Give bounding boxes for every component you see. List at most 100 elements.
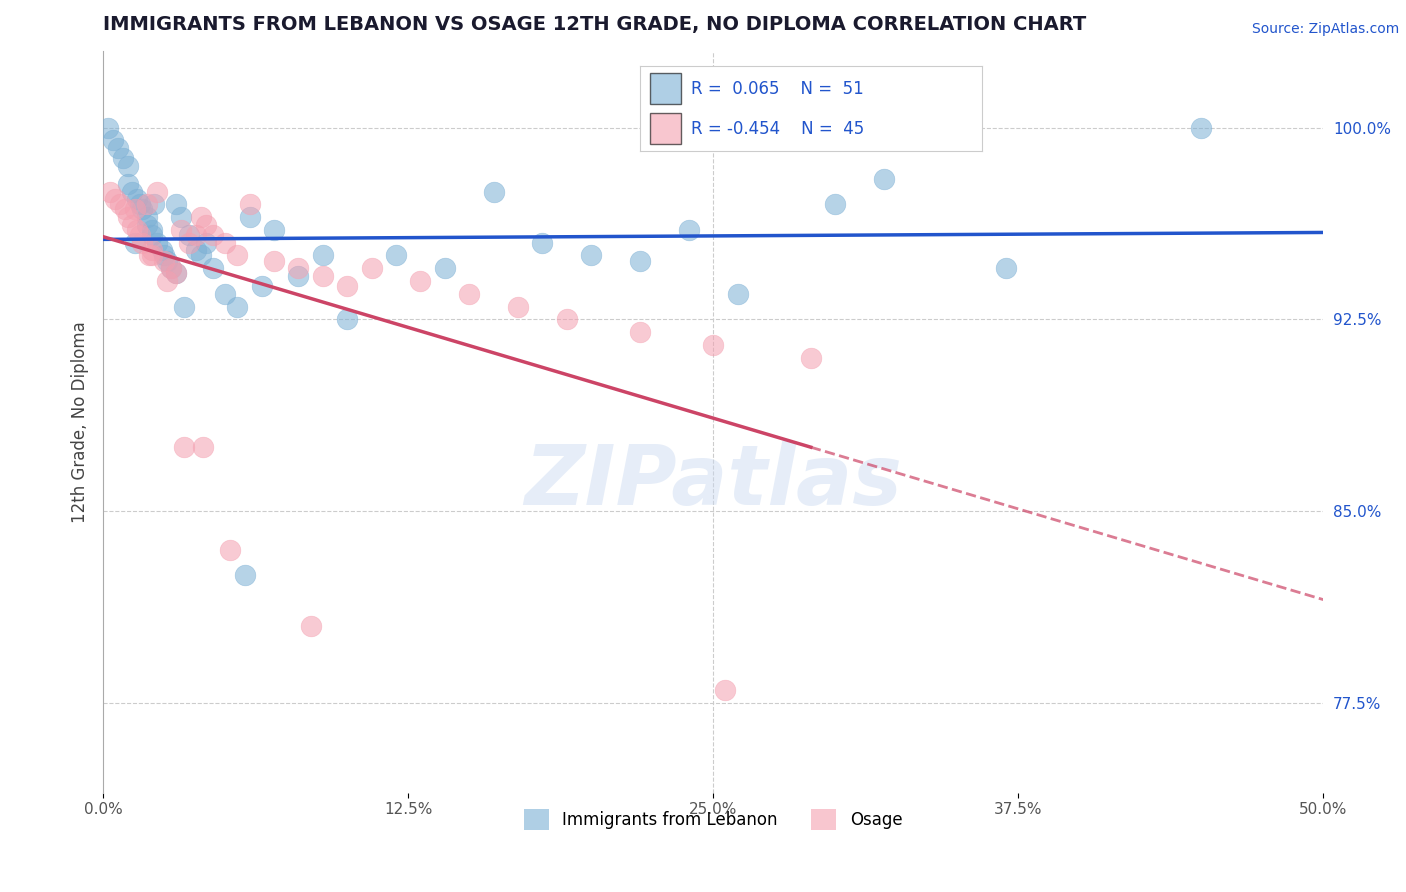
Point xyxy=(121,218,143,232)
Point xyxy=(238,197,260,211)
Point xyxy=(506,300,529,314)
Point xyxy=(124,235,146,250)
Point xyxy=(136,197,159,211)
Point xyxy=(108,197,131,211)
Point xyxy=(824,197,846,211)
Point xyxy=(193,440,215,454)
Point xyxy=(194,235,217,250)
Point xyxy=(160,261,183,276)
Point xyxy=(121,185,143,199)
Point xyxy=(714,683,737,698)
Point xyxy=(360,261,382,276)
Point xyxy=(995,261,1018,276)
Point xyxy=(124,202,146,217)
Point xyxy=(238,210,260,224)
Point xyxy=(117,177,139,191)
Point xyxy=(104,192,127,206)
Point xyxy=(165,197,187,211)
Point xyxy=(409,274,432,288)
Point xyxy=(150,244,173,258)
Point xyxy=(201,227,224,242)
Point xyxy=(127,223,149,237)
Point xyxy=(138,248,160,262)
Legend: Immigrants from Lebanon, Osage: Immigrants from Lebanon, Osage xyxy=(517,803,908,836)
Point xyxy=(312,248,335,262)
Point xyxy=(141,248,163,262)
Point xyxy=(141,223,163,237)
Point xyxy=(482,185,505,199)
Point xyxy=(177,235,200,250)
Point xyxy=(165,266,187,280)
Point xyxy=(177,227,200,242)
Point xyxy=(433,261,456,276)
Point xyxy=(153,253,176,268)
Point xyxy=(579,248,602,262)
Point xyxy=(385,248,408,262)
Point xyxy=(226,300,249,314)
Point xyxy=(299,619,322,633)
Point xyxy=(312,268,335,283)
Point xyxy=(628,253,651,268)
Point xyxy=(287,268,309,283)
Point xyxy=(97,120,120,135)
Point xyxy=(143,197,166,211)
Point xyxy=(128,197,150,211)
Point xyxy=(146,185,169,199)
Point xyxy=(141,227,163,242)
Text: Source: ZipAtlas.com: Source: ZipAtlas.com xyxy=(1251,22,1399,37)
Point xyxy=(127,192,149,206)
Point xyxy=(114,202,136,217)
Point xyxy=(190,210,212,224)
Point xyxy=(153,248,176,262)
Point xyxy=(101,133,124,147)
Point xyxy=(136,210,159,224)
Point xyxy=(702,338,724,352)
Point xyxy=(214,286,236,301)
Point xyxy=(458,286,481,301)
Point xyxy=(336,279,359,293)
Point xyxy=(214,235,236,250)
Y-axis label: 12th Grade, No Diploma: 12th Grade, No Diploma xyxy=(72,321,89,523)
Point xyxy=(107,141,129,155)
Point xyxy=(555,312,578,326)
Point xyxy=(160,261,183,276)
Point xyxy=(128,227,150,242)
Text: ZIPatlas: ZIPatlas xyxy=(524,441,903,522)
Point xyxy=(184,244,207,258)
Point xyxy=(287,261,309,276)
Point xyxy=(170,210,193,224)
Point xyxy=(201,261,224,276)
Point xyxy=(155,274,177,288)
Point xyxy=(727,286,749,301)
Point xyxy=(141,244,163,258)
Point xyxy=(117,159,139,173)
Point xyxy=(800,351,823,365)
Point xyxy=(173,300,195,314)
Point xyxy=(263,223,285,237)
Point xyxy=(111,151,134,165)
Point xyxy=(628,325,651,339)
Point xyxy=(531,235,554,250)
Point xyxy=(136,218,159,232)
Point xyxy=(173,440,195,454)
Point xyxy=(226,248,249,262)
Text: IMMIGRANTS FROM LEBANON VS OSAGE 12TH GRADE, NO DIPLOMA CORRELATION CHART: IMMIGRANTS FROM LEBANON VS OSAGE 12TH GR… xyxy=(103,15,1087,34)
Point xyxy=(190,248,212,262)
Point xyxy=(678,223,700,237)
Point xyxy=(194,218,217,232)
Point xyxy=(146,235,169,250)
Point xyxy=(131,202,153,217)
Point xyxy=(117,210,139,224)
Point xyxy=(131,235,153,250)
Point xyxy=(263,253,285,268)
Point xyxy=(873,171,896,186)
Point xyxy=(170,223,193,237)
Point xyxy=(250,279,273,293)
Point xyxy=(233,568,256,582)
Point xyxy=(165,266,187,280)
Point xyxy=(100,185,122,199)
Point xyxy=(155,253,177,268)
Point xyxy=(219,542,242,557)
Point xyxy=(336,312,359,326)
Point xyxy=(184,227,207,242)
